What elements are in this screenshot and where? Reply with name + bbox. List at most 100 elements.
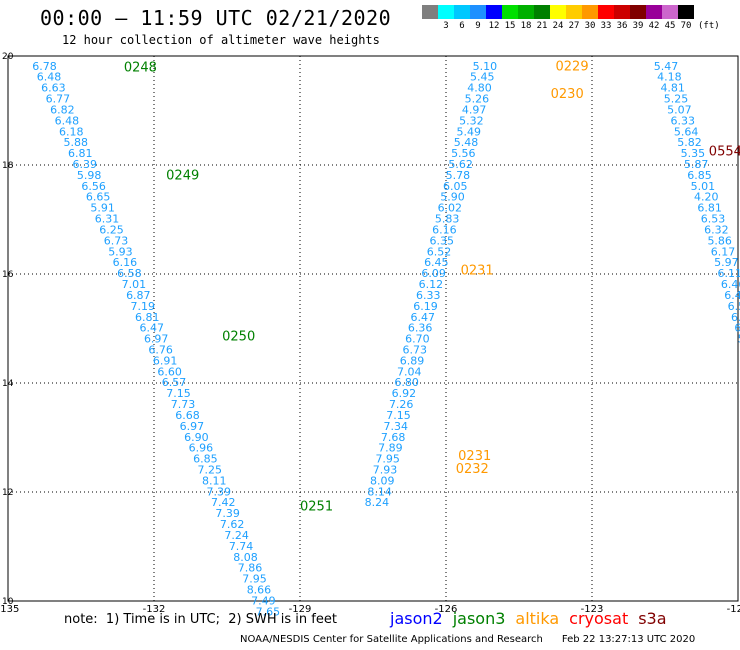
pass-time-label: 0230 [551, 87, 584, 102]
scale-label: 33 [600, 21, 612, 31]
wave-height-value: 6.05 [443, 180, 468, 193]
wave-height-scale-labels: 3 6 9 12 15 18 21 24 27 30 33 36 39 42 45 70 (ft) [422, 21, 740, 35]
wave-height-value: 5.48 [454, 136, 479, 149]
wave-height-value: 6.63 [41, 82, 66, 95]
scale-label: 27 [568, 21, 580, 31]
map-frame [7, 55, 739, 602]
wave-height-value: 5.93 [108, 245, 133, 258]
scale-label: 15 [504, 21, 516, 31]
pass-time-label: 0231 [461, 264, 494, 279]
scale-swatch [438, 5, 454, 19]
pass-time-label: 0250 [222, 330, 255, 345]
wave-height-value: 4.80 [467, 82, 492, 95]
wave-height-value: 6.57 [162, 376, 187, 389]
wave-height-value: 7.26 [389, 398, 414, 411]
wave-height-value: 7.93 [373, 464, 398, 477]
scale-label: 45 [664, 21, 676, 31]
wave-height-value: 4.81 [660, 82, 685, 95]
wave-height-value: 4.20 [694, 191, 719, 204]
wave-height-value: 6.17 [711, 245, 736, 258]
scale-label: 70 [680, 21, 692, 31]
scale-swatch [614, 5, 630, 19]
wave-height-value: 5.49 [456, 125, 481, 138]
wave-height-value: 7.62 [220, 518, 245, 531]
scale-label: 36 [616, 21, 628, 31]
pass-time-label: 0229 [556, 59, 589, 74]
wave-height-value: 6.45 [724, 289, 740, 302]
wave-height-value: 6.77 [46, 93, 71, 106]
wave-height-value: 8.08 [233, 551, 258, 564]
wave-height-value: 6.81 [697, 202, 722, 215]
scale-swatch [646, 5, 662, 19]
pass-time-label: 0554 [709, 144, 740, 159]
scale-swatch [470, 5, 486, 19]
wave-height-value: 6.53 [701, 213, 726, 226]
page-title: 00:00 – 11:59 UTC 02/21/2020 [40, 6, 392, 30]
scale-swatch [486, 5, 502, 19]
scale-label: 42 [648, 21, 660, 31]
wave-height-value: 6.32 [704, 223, 729, 236]
scale-swatch [518, 5, 534, 19]
wave-height-value: 6.13 [734, 322, 740, 335]
wave-height-value: 6.65 [86, 191, 111, 204]
wave-height-value: 5.26 [465, 93, 490, 106]
latitude-tick-label: 16 [2, 270, 14, 280]
wave-height-value: 6.48 [55, 114, 80, 127]
wave-height-value: 6.16 [113, 256, 138, 269]
wave-height-value: 7.19 [131, 300, 156, 313]
wave-height-value: 5.56 [451, 147, 476, 160]
scale-swatch [630, 5, 646, 19]
wave-height-value: 6.68 [175, 409, 200, 422]
scale-label: 3 [443, 21, 449, 31]
wave-height-value: 6.47 [139, 322, 164, 335]
wave-height-value: 5.97 [714, 256, 739, 269]
wave-height-value: 5.35 [681, 147, 706, 160]
wave-height-value: 5.47 [654, 60, 679, 73]
wave-height-value: 6.91 [153, 354, 178, 367]
wave-height-value: 5.62 [448, 158, 473, 171]
longitude-tick-label: -132 [143, 604, 166, 615]
wave-height-value: 7.95 [375, 453, 400, 466]
wave-height-value: 6.76 [148, 343, 173, 356]
wave-height-value: 6.85 [193, 453, 218, 466]
scale-label: 24 [552, 21, 564, 31]
pass-time-label: 0248 [124, 60, 157, 75]
wave-height-value: 5.10 [473, 60, 498, 73]
wave-height-value: 6.85 [687, 169, 712, 182]
wave-height-value: 8.11 [202, 474, 227, 487]
wave-height-value: 6.58 [731, 311, 740, 324]
wave-height-value: 6.70 [405, 333, 430, 346]
wave-height-value: 8.24 [365, 496, 390, 509]
wave-height-value: 6.33 [671, 114, 696, 127]
latitude-tick-label: 20 [2, 52, 14, 62]
wave-height-value: 6.31 [95, 213, 120, 226]
wave-height-value: 7.04 [397, 365, 422, 378]
wave-height-value: 6.96 [189, 442, 214, 455]
wave-height-value: 6.09 [421, 267, 446, 280]
satellite-legend-jason2: jason2 [390, 609, 443, 628]
wave-height-value: 6.81 [68, 147, 93, 160]
scale-label: 30 [584, 21, 596, 31]
wave-height-value: 7.34 [384, 420, 409, 433]
wave-height-value: 6.80 [394, 376, 419, 389]
scale-swatch [502, 5, 518, 19]
wave-height-value: 7.15 [386, 409, 411, 422]
latitude-tick-label: 14 [2, 379, 14, 389]
wave-height-value: 6.82 [50, 103, 75, 116]
wave-height-value: 6.19 [413, 300, 438, 313]
wave-height-value: 7.73 [171, 398, 196, 411]
scale-label: 6 [459, 21, 465, 31]
wave-height-value: 7.86 [238, 562, 263, 575]
wave-height-value: 6.89 [400, 354, 425, 367]
wave-height-value: 6.92 [392, 387, 417, 400]
wave-height-value: 5.01 [691, 180, 716, 193]
longitude-tick-label: -135 [0, 604, 19, 615]
wave-height-value: 7.42 [211, 496, 236, 509]
wave-height-value: 6.56 [81, 180, 106, 193]
wave-height-value: 8.09 [370, 474, 395, 487]
wave-height-value: 5.83 [435, 213, 460, 226]
wave-height-value: 6.60 [157, 365, 182, 378]
wave-height-value: 7.68 [381, 431, 406, 444]
wave-height-value: 6.45 [424, 256, 449, 269]
